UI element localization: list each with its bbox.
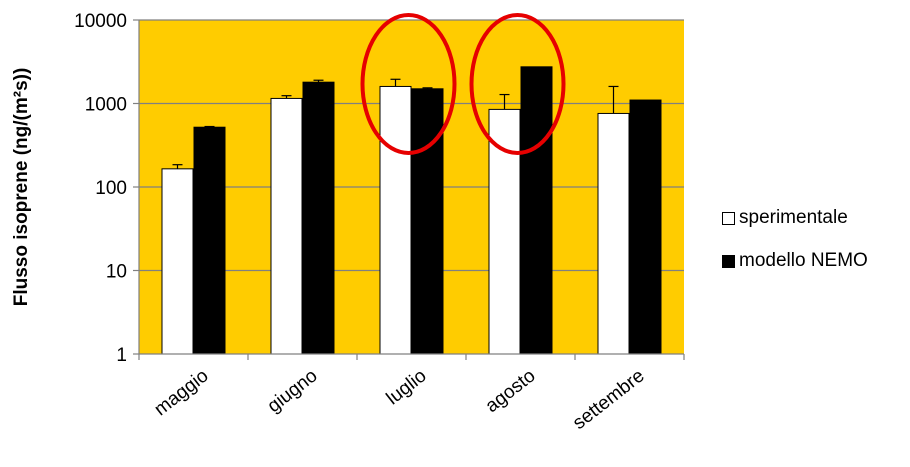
highlight-circle-luglio: [360, 13, 457, 155]
bar-modello-nemo-maggio: [193, 126, 226, 355]
x-tick-label-luglio: luglio: [383, 365, 431, 409]
legend-item-sperimentale: sperimentale: [722, 203, 868, 233]
bar-sperimentale-luglio: [379, 85, 412, 355]
bar-modello-nemo-agosto: [520, 66, 553, 355]
y-tick-label: 1: [116, 345, 127, 366]
bar-sperimentale-maggio: [161, 168, 194, 355]
legend: sperimentale modello NEMO: [722, 203, 868, 289]
x-tick-label-maggio: maggio: [151, 365, 213, 420]
axes: [133, 19, 685, 360]
highlight-circle-agosto: [469, 13, 566, 155]
y-tick-label: 100: [95, 178, 127, 199]
highlight-circles: [360, 13, 566, 155]
y-tick-label: 10: [106, 262, 127, 283]
legend-swatch-modello-nemo: [722, 254, 735, 268]
bar-modello-nemo-luglio: [411, 88, 444, 355]
bar-sperimentale-agosto: [488, 108, 521, 355]
bar-sperimentale-giugno: [270, 97, 303, 355]
x-tick-label-agosto: agosto: [482, 365, 540, 417]
bars: [161, 66, 662, 355]
y-tick-label: 1000: [85, 95, 127, 116]
legend-swatch-sperimentale: [722, 211, 735, 225]
y-tick-labels: 1 10 100 1000 10000: [74, 11, 127, 366]
bar-modello-nemo-settembre: [629, 99, 662, 355]
x-tick-label-giugno: giugno: [264, 365, 322, 417]
y-axis-label: Flusso isoprene (ng/(m²s)): [11, 68, 32, 307]
legend-label-modello-nemo: modello NEMO: [739, 250, 868, 271]
legend-label-sperimentale: sperimentale: [739, 207, 848, 228]
bar-sperimentale-settembre: [597, 112, 630, 355]
legend-item-modello-nemo: modello NEMO: [722, 246, 868, 276]
bar-modello-nemo-giugno: [302, 81, 335, 355]
x-tick-label-settembre: settembre: [569, 365, 649, 434]
y-tick-label: 10000: [74, 11, 127, 32]
x-tick-labels: maggio giugno luglio agosto settembre: [151, 365, 649, 434]
